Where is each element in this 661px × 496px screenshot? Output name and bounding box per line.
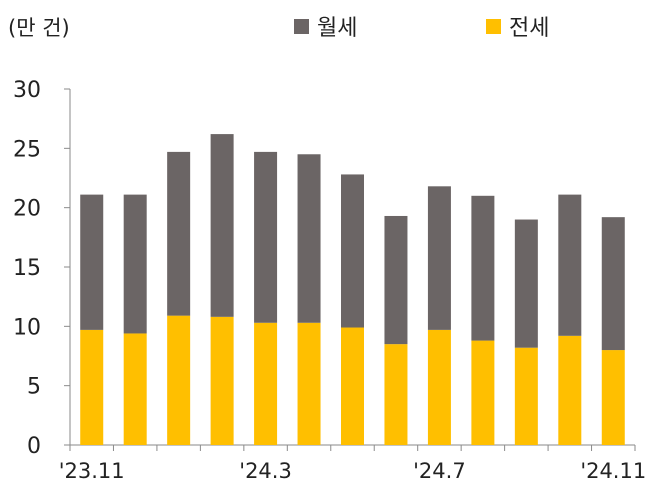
y-tick-label: 20 [13,197,41,222]
x-tick-label: '23.11 [59,459,125,483]
bar-jeonse [210,316,234,445]
jeonse-swatch [486,18,501,34]
y-tick-label: 25 [13,137,41,162]
bar-jeonse [601,350,625,445]
legend-item-jeonse: 전세 [486,10,549,42]
y-tick-label: 5 [27,375,41,400]
bar-monthly-rent [123,194,147,334]
bar-jeonse [427,329,451,445]
bar-monthly-rent [427,186,451,330]
legend-label-jeonse: 전세 [509,16,550,41]
bar-jeonse [297,322,321,445]
bar-jeonse [123,333,147,445]
bar-jeonse [384,344,408,445]
x-tick-label: '24.3 [239,459,292,483]
y-tick-label: 15 [13,256,41,281]
y-tick-label: 10 [13,315,41,340]
bar-monthly-rent [384,215,408,345]
bar-monthly-rent [514,219,538,348]
y-tick-label: 30 [13,78,41,103]
bar-monthly-rent [80,194,104,330]
bar-monthly-rent [167,151,191,316]
legend-label-monthly-rent: 월세 [317,16,358,41]
bar-jeonse [167,315,191,445]
bar-jeonse [80,329,104,445]
bar-monthly-rent [210,134,234,317]
legend-item-monthly-rent: 월세 [294,10,357,42]
monthly-rent-swatch [294,18,309,34]
y-tick-label: 0 [27,434,41,459]
bar-monthly-rent [471,195,495,341]
bar-monthly-rent [558,194,582,336]
bar-jeonse [254,322,278,445]
x-tick-label: '24.11 [580,459,646,483]
bar-jeonse [514,347,538,445]
y-axis-unit-label: (만 건) [8,16,70,40]
bar-monthly-rent [601,217,625,351]
bar-monthly-rent [341,174,364,328]
bar-monthly-rent [254,151,278,323]
bar-jeonse [341,327,364,445]
bar-jeonse [471,340,495,445]
x-tick-label: '24.7 [413,459,466,483]
bar-jeonse [558,335,582,445]
bar-monthly-rent [297,154,321,323]
